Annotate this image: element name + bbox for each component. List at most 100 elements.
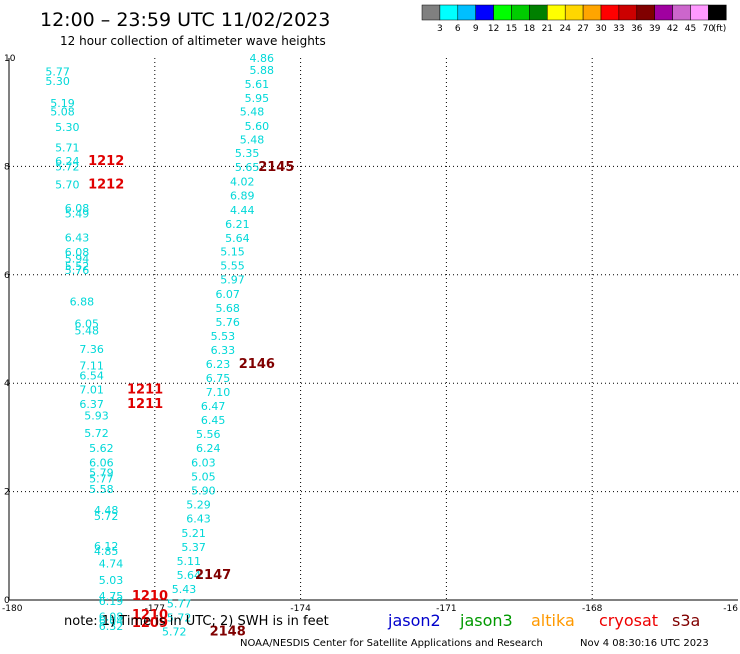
wave-height-label: 5.88 <box>249 64 274 77</box>
wave-height-label: 5.64 <box>177 569 202 582</box>
x-tick-label: -16 <box>723 604 738 614</box>
x-tick-label: -180 <box>2 604 23 614</box>
color-scale-label: 18 <box>524 24 536 34</box>
wave-height-label: 4.02 <box>230 176 255 189</box>
color-scale-swatch <box>547 4 566 21</box>
wave-height-label: 6.07 <box>215 288 240 301</box>
wave-height-label: 5.11 <box>177 555 202 568</box>
color-scale-label: 21 <box>542 24 553 34</box>
satellite-legend-entry: cryosat <box>599 611 658 630</box>
wave-height-label: 5.95 <box>245 92 270 105</box>
wave-height-label: 5.48 <box>240 133 265 146</box>
wave-height-label: 6.08 <box>65 246 90 259</box>
wave-height-label: 5.64 <box>225 232 250 245</box>
track-id-label: 2145 <box>258 160 294 175</box>
wave-height-label: 6.24 <box>196 442 221 455</box>
color-scale-label: 33 <box>613 24 624 34</box>
wave-height-label: 5.37 <box>181 541 206 554</box>
wave-height-label: 5.29 <box>186 499 211 512</box>
footer-note: note: 1) Time is in UTC; 2) SWH is in fe… <box>64 614 329 629</box>
track-id-label: 2146 <box>239 357 275 372</box>
wave-height-label: 5.35 <box>235 147 260 160</box>
color-scale-label: 36 <box>631 24 643 34</box>
wave-height-label: 4.74 <box>99 558 124 571</box>
wave-height-label: 5.72 <box>94 510 119 523</box>
wave-height-label: 6.33 <box>211 344 236 357</box>
footer-credit: NOAA/NESDIS Center for Satellite Applica… <box>240 638 543 649</box>
color-scale-label: 3 <box>437 24 443 34</box>
wave-height-label: 4.75 <box>99 590 124 603</box>
color-scale-swatch <box>618 4 638 21</box>
wave-height-label: 6.23 <box>206 358 231 371</box>
wave-height-label: 5.62 <box>89 442 114 455</box>
color-scale-swatch <box>529 4 548 21</box>
color-scale-swatch <box>421 4 441 21</box>
wave-height-label: 5.53 <box>211 330 236 343</box>
wave-height-label: 6.88 <box>70 295 95 308</box>
color-scale-swatch <box>690 4 709 21</box>
color-scale-swatch <box>439 4 459 21</box>
wave-height-label: 5.19 <box>50 97 75 110</box>
wave-height-label: 7.01 <box>79 384 104 397</box>
wave-height-label: 5.68 <box>215 302 240 315</box>
y-tick-label: 0 <box>4 596 10 606</box>
wave-height-label: 6.43 <box>65 231 90 244</box>
plot-area: -180 -177 -174 -171 -168 -1602468105.775.305.… <box>2 52 738 639</box>
wave-height-label: 5.15 <box>220 245 245 258</box>
wave-height-label: 5.76 <box>65 264 90 277</box>
wave-height-label: 5.48 <box>75 325 100 338</box>
wave-height-label: 6.89 <box>230 190 255 203</box>
track-id-label: 2148 <box>210 624 246 639</box>
satellite-legend-entry: jason3 <box>459 611 513 630</box>
wave-height-label: 5.30 <box>55 121 80 134</box>
wave-height-label: 5.30 <box>45 75 70 88</box>
wave-height-label: 6.37 <box>79 398 104 411</box>
wave-height-label: 5.72 <box>167 611 192 624</box>
color-scale-label: 12 <box>488 24 499 34</box>
satellite-legend-entry: s3a <box>672 611 700 630</box>
wave-height-label: 4.85 <box>94 545 119 558</box>
color-scale-swatch <box>457 4 476 21</box>
track-id-label: 1211 <box>127 383 163 398</box>
wave-height-label: 5.71 <box>55 141 80 154</box>
wave-height-label: 6.06 <box>89 456 114 469</box>
wave-height-label: 5.43 <box>172 583 197 596</box>
color-scale-legend: 3 6 9 12 15 18 21 24 27 30 33 36 39 42 45 70(ft) <box>421 4 727 34</box>
satellite-legend-entry: altika <box>531 611 575 630</box>
track-id-label: 2147 <box>195 568 231 583</box>
wave-height-label: 5.97 <box>220 274 245 287</box>
track-id-label: 1210 <box>132 608 168 623</box>
y-tick-label: 6 <box>4 271 10 281</box>
wave-height-label: 6.32 <box>99 620 124 633</box>
wave-height-label: 7.11 <box>79 359 104 372</box>
footer-timestamp: Nov 4 08:30:16 UTC 2023 <box>580 638 709 649</box>
color-scale-swatch <box>654 4 673 21</box>
wave-height-label: 6.45 <box>201 414 226 427</box>
track-id-label: 1209 <box>132 616 168 631</box>
wave-height-label: 5.08 <box>50 106 75 119</box>
wave-height-label: 7.10 <box>206 386 231 399</box>
color-scale-swatch <box>582 4 602 21</box>
wave-height-label: 6.19 <box>99 595 124 608</box>
wave-height-label: 6.04 <box>99 615 124 628</box>
wave-height-label: 5.72 <box>84 427 109 440</box>
wave-height-label: 5.94 <box>65 253 90 266</box>
wave-height-label: 5.76 <box>215 316 240 329</box>
wave-height-label: 5.77 <box>167 597 192 610</box>
track-id-label: 1212 <box>88 177 124 192</box>
satellite-legend-entry: jason2 <box>387 611 441 630</box>
wave-height-label: 6.21 <box>225 218 250 231</box>
color-scale-swatch <box>708 4 727 21</box>
wave-height-label: 6.24 <box>55 155 80 168</box>
wave-height-label: 6.03 <box>191 456 216 469</box>
wave-height-label: 5.58 <box>89 483 114 496</box>
wave-height-label: 6.08 <box>99 610 124 623</box>
color-scale-label: 6 <box>455 24 461 34</box>
wave-height-label: 7.36 <box>79 343 104 356</box>
wave-height-label: 4.44 <box>230 204 255 217</box>
y-tick-label: 2 <box>4 488 10 498</box>
track-id-label: 1212 <box>88 154 124 169</box>
wave-height-label: 5.90 <box>191 485 216 498</box>
track-id-label: 1210 <box>132 589 168 604</box>
